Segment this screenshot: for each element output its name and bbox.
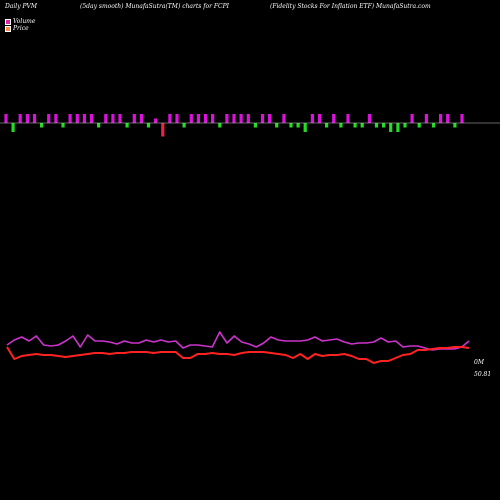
- volume-change-bar: [410, 114, 414, 123]
- volume-change-bar: [253, 123, 257, 128]
- volume-change-bar: [403, 123, 407, 128]
- legend-price-swatch: [5, 25, 11, 32]
- volume-change-bar: [260, 114, 265, 123]
- volume-change-bar: [61, 123, 65, 128]
- volume-change-bar: [382, 123, 386, 128]
- volume-change-bar: [196, 114, 200, 123]
- volume-change-bar: [203, 114, 208, 123]
- volume-change-bar: [154, 118, 158, 123]
- volume-change-bar: [268, 114, 272, 123]
- volume-change-bar: [4, 114, 8, 123]
- volume-change-bar: [453, 123, 457, 128]
- volume-change-bar: [225, 114, 229, 123]
- volume-change-bar: [353, 123, 357, 128]
- chart-header-title: (5day smooth) MunafaSutra(TM) charts for…: [80, 3, 230, 10]
- volume-change-bar: [32, 114, 37, 123]
- volume-change-bar: [218, 123, 222, 128]
- legend-volume-swatch: [5, 18, 11, 25]
- volume-change-bar: [40, 123, 44, 128]
- volume-change-bar: [11, 123, 15, 132]
- volume-change-bar: [303, 123, 307, 132]
- volume-change-bar: [47, 114, 51, 123]
- volume-change-bar: [182, 123, 186, 128]
- volume-change-bar: [417, 123, 421, 128]
- volume-change-bar: [139, 114, 143, 123]
- volume-change-bar: [25, 114, 29, 123]
- volume-change-bar: [211, 114, 215, 123]
- price-value-label: 50.81: [474, 371, 491, 378]
- volume-change-bar: [111, 114, 115, 123]
- legend-price: Price: [5, 25, 29, 32]
- volume-change-bar: [239, 114, 243, 123]
- volume-change-bar: [360, 123, 364, 128]
- volume-change-bar: [317, 114, 322, 123]
- volume-change-bar: [374, 123, 379, 128]
- legend-volume-label: Volume: [13, 18, 36, 25]
- volume-change-bar: [424, 114, 428, 123]
- volume-change-bar: [189, 114, 193, 123]
- volume-change-bar: [232, 114, 236, 123]
- volume-change-bar: [68, 114, 72, 123]
- legend-volume: Volume: [5, 18, 35, 25]
- volume-change-bar: [146, 123, 151, 128]
- price-line: [6, 346, 470, 364]
- volume-change-bar: [175, 114, 179, 123]
- volume-change-bar: [296, 123, 300, 128]
- volume-change-bar: [367, 114, 371, 123]
- volume-change-bar: [104, 114, 108, 123]
- volume-change-bar: [396, 123, 400, 132]
- chart-header-right: (Fidelity Stocks For Inflation ETF) Muna…: [270, 3, 431, 10]
- volume-change-bar: [289, 123, 293, 128]
- volume-change-bar: [346, 114, 350, 123]
- volume-change-bar: [310, 114, 314, 123]
- volume-change-bar: [439, 114, 443, 123]
- volume-change-bar: [132, 114, 136, 123]
- volume-change-bar: [246, 114, 250, 123]
- volume-change-bar: [82, 114, 86, 123]
- volume-change-bar: [325, 123, 329, 128]
- legend-price-label: Price: [13, 25, 29, 32]
- volume-change-bar: [89, 114, 94, 123]
- chart-header-left: Daily PVM: [5, 3, 38, 10]
- volume-change-bar: [118, 114, 122, 123]
- volume-change-bar: [431, 123, 436, 128]
- volume-value-label: 0M: [474, 359, 485, 366]
- volume-change-bar: [282, 114, 286, 123]
- volume-change-bar: [18, 114, 22, 123]
- volume-line: [6, 331, 470, 351]
- volume-change-bar: [446, 114, 450, 123]
- volume-change-bar: [339, 123, 343, 128]
- volume-change-bar: [125, 123, 129, 128]
- volume-change-bar: [460, 114, 464, 123]
- volume-change-bar: [168, 114, 172, 123]
- volume-change-bar: [161, 123, 165, 137]
- volume-change-bar: [54, 114, 58, 123]
- volume-change-bar: [332, 114, 336, 123]
- volume-change-bar: [75, 114, 79, 123]
- volume-change-bar: [389, 123, 393, 132]
- volume-change-bar: [97, 123, 101, 128]
- volume-change-bar: [275, 123, 279, 128]
